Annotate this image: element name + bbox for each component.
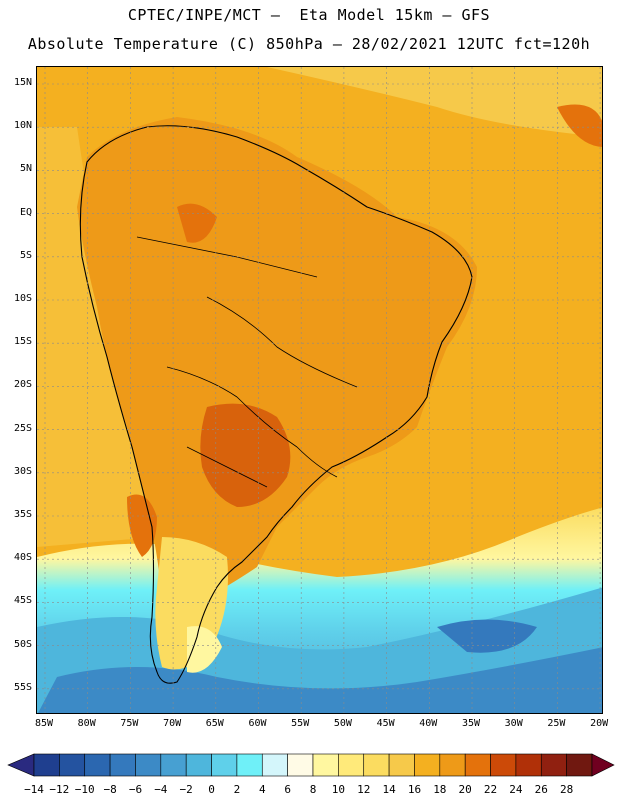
map-title-line1: CPTEC/INPE/MCT – Eta Model 15km – GFS (127, 6, 491, 24)
lon-label: 85W (34, 718, 54, 729)
colorbar-tick-label: 8 (309, 783, 317, 796)
colorbar-swatch (84, 753, 111, 777)
cold-eddy (437, 619, 537, 653)
colorbar-tick-label: −10 (74, 783, 95, 796)
colorbar-tick-label: 4 (258, 783, 266, 796)
lon-label: 75W (120, 718, 139, 729)
lat-label: 10N (13, 120, 32, 132)
colorbar-tick-label: 18 (433, 783, 447, 796)
colorbar-swatch (160, 753, 187, 777)
lat-label: 50S (13, 638, 32, 650)
lat-label: 25S (13, 422, 32, 434)
lon-label: 45W (376, 718, 395, 729)
lon-label: 30W (504, 718, 523, 729)
colorbar-swatch (540, 753, 567, 777)
lat-label: 35S (13, 509, 32, 520)
colorbar-swatch (109, 753, 136, 777)
lon-label: 65W (205, 718, 224, 729)
colorbar-swatch (439, 753, 466, 777)
colorbar-swatch (464, 753, 491, 777)
colorbar-tick-label: 2 (233, 783, 241, 796)
colorbar-min-arrow (7, 753, 35, 777)
colorbar-tick-label: 20 (458, 783, 472, 796)
pacific-cool-patch (37, 127, 157, 547)
graticule (37, 67, 602, 713)
colorbar-tick-label: 26 (534, 783, 548, 796)
colorbar-swatch (211, 753, 238, 777)
colorbar-tick-label: −6 (128, 783, 143, 796)
lat-label: 30S (13, 465, 32, 477)
lat-label: 40S (13, 552, 32, 564)
colorbar-swatch (261, 753, 288, 777)
hot-core-andes (127, 494, 157, 557)
colorbar-swatch (185, 753, 212, 777)
lat-label: 20S (13, 379, 32, 391)
colder-ocean-band (38, 647, 602, 713)
cool-tropics-patch (267, 67, 602, 137)
map-title-line2: Absolute Temperature (C) 850hPa – 28/02/… (27, 35, 591, 53)
colorbar-swatch (59, 753, 86, 777)
lon-label: 50W (333, 718, 352, 729)
temperature-map (36, 66, 603, 714)
colorbar-swatch (490, 753, 517, 777)
hot-atlantic-patch (557, 104, 602, 147)
colorbar-tick-label: −14 (24, 783, 44, 796)
lon-label: 60W (248, 718, 267, 729)
colorbar-swatch (236, 753, 263, 777)
lon-label: 25W (547, 718, 566, 729)
lon-label: 80W (77, 718, 96, 729)
colorbar-swatch (566, 753, 593, 777)
lon-label: 40W (419, 718, 438, 729)
colorbar-swatch (414, 753, 441, 777)
colorbar-tick-label: −2 (179, 783, 193, 796)
lon-label: 70W (163, 718, 182, 729)
colorbar-tick-label: −4 (154, 783, 168, 796)
colorbar-swatch (287, 753, 314, 777)
colorbar-tick-label: 14 (382, 783, 396, 796)
lat-label: EQ (19, 206, 32, 218)
lon-label: 35W (461, 718, 481, 729)
colorbar-tick-label: 12 (357, 783, 371, 796)
colorbar-swatch (135, 753, 162, 777)
lat-label: 10S (13, 293, 32, 304)
lat-label: 55S (13, 681, 32, 693)
map-canvas (37, 67, 602, 713)
colorbar-tick-label: 28 (560, 783, 574, 796)
colorbar-tick-label: 16 (407, 783, 422, 796)
lat-label: 5S (19, 249, 32, 261)
lat-label: 15N (13, 77, 32, 88)
colorbar-tick-label: 6 (284, 783, 291, 796)
lon-label: 20W (590, 718, 609, 729)
lat-label: 15S (13, 336, 32, 348)
colorbar-tick-label: 10 (331, 783, 345, 796)
lon-label: 55W (291, 718, 310, 729)
colorbar-tick-label: 0 (208, 783, 215, 796)
colorbar-tick-label: 22 (483, 783, 498, 796)
colorbar-swatch (388, 753, 415, 777)
country-borders (136, 236, 358, 488)
colorbar-tick-label: 24 (509, 783, 523, 796)
colorbar-swatch (338, 753, 365, 777)
colorbar-tick-label: −12 (49, 783, 70, 796)
colorbar-swatch (363, 753, 390, 777)
colorbar-max-arrow (591, 753, 615, 777)
continent-warm (77, 117, 477, 607)
colorbar-swatch (312, 753, 339, 777)
patagonia-cooler (187, 626, 222, 673)
south-america-coastline (79, 125, 473, 684)
lat-label: 5N (19, 163, 32, 175)
lat-label: 45S (13, 595, 32, 607)
colorbar-tick-label: −8 (103, 783, 117, 796)
temperature-colorbar (7, 753, 615, 777)
colorbar-swatch (33, 753, 60, 777)
colorbar-swatch (515, 753, 542, 777)
